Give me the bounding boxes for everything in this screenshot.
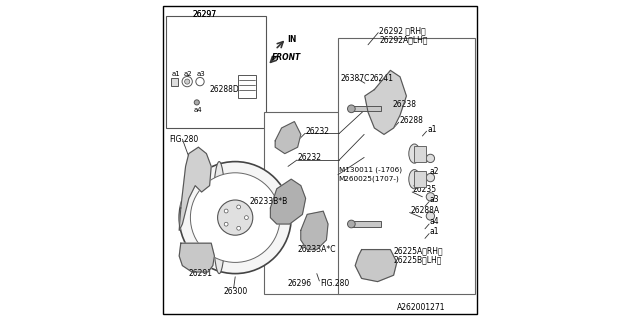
Circle shape — [426, 154, 435, 163]
Circle shape — [224, 222, 228, 226]
Polygon shape — [365, 70, 406, 134]
Text: a3: a3 — [430, 195, 440, 204]
Ellipse shape — [212, 162, 226, 274]
Bar — [239, 75, 256, 98]
Text: 26297: 26297 — [193, 10, 217, 19]
Text: a2: a2 — [430, 167, 439, 176]
Polygon shape — [270, 179, 306, 224]
Text: 26235: 26235 — [413, 185, 437, 194]
Text: 26300: 26300 — [224, 287, 248, 296]
Circle shape — [218, 200, 253, 235]
Text: M130011 (-1706): M130011 (-1706) — [339, 167, 401, 173]
Text: FIG.280: FIG.280 — [320, 279, 349, 288]
Ellipse shape — [409, 144, 420, 163]
Text: a1: a1 — [430, 227, 439, 236]
Text: 26291: 26291 — [189, 269, 212, 278]
Bar — [415, 146, 426, 162]
Text: 26232: 26232 — [306, 127, 330, 136]
Text: a1: a1 — [172, 71, 180, 76]
Text: a2: a2 — [184, 71, 192, 76]
Text: 26232: 26232 — [298, 153, 322, 162]
Circle shape — [244, 216, 248, 220]
Bar — [352, 221, 381, 227]
Text: 26241: 26241 — [370, 74, 394, 83]
Text: M260025(1707-): M260025(1707-) — [339, 176, 399, 182]
Circle shape — [191, 173, 280, 262]
Bar — [172, 78, 178, 86]
Circle shape — [426, 173, 435, 182]
Text: 26288D: 26288D — [210, 85, 239, 94]
Text: 26296: 26296 — [288, 279, 312, 288]
Circle shape — [179, 162, 291, 274]
Text: a1: a1 — [428, 125, 436, 134]
Polygon shape — [179, 147, 211, 230]
Text: a4: a4 — [193, 108, 202, 113]
Polygon shape — [301, 211, 328, 250]
Text: 26238: 26238 — [393, 100, 417, 108]
Text: FRONT: FRONT — [271, 53, 301, 62]
Text: 26387C: 26387C — [340, 74, 370, 83]
Text: 26292A〈LH〉: 26292A〈LH〉 — [380, 35, 428, 44]
Bar — [352, 106, 381, 111]
Circle shape — [237, 205, 241, 209]
Text: 26233B*B: 26233B*B — [250, 197, 288, 206]
Text: a4: a4 — [430, 217, 440, 226]
Circle shape — [426, 193, 435, 201]
Circle shape — [195, 100, 200, 105]
Text: IN: IN — [287, 35, 297, 44]
Text: 26225B〈LH〉: 26225B〈LH〉 — [394, 256, 442, 265]
Circle shape — [348, 220, 355, 228]
Text: FIG.280: FIG.280 — [170, 135, 199, 144]
Bar — [264, 112, 339, 294]
Polygon shape — [275, 122, 301, 154]
Polygon shape — [179, 243, 214, 272]
Text: A262001271: A262001271 — [397, 303, 445, 312]
Text: a3: a3 — [197, 71, 205, 76]
Bar — [338, 38, 476, 294]
Text: 26292 〈RH〉: 26292 〈RH〉 — [380, 26, 426, 35]
Bar — [166, 16, 266, 128]
Circle shape — [184, 79, 189, 84]
Circle shape — [196, 77, 204, 86]
Circle shape — [182, 76, 192, 87]
Text: 26225A〈RH〉: 26225A〈RH〉 — [394, 247, 444, 256]
Text: 26288A: 26288A — [410, 206, 440, 215]
Circle shape — [237, 226, 241, 230]
Text: 26233A*C: 26233A*C — [298, 245, 336, 254]
Text: 26297: 26297 — [193, 10, 217, 19]
Circle shape — [426, 212, 435, 220]
Polygon shape — [355, 250, 397, 282]
Ellipse shape — [409, 170, 420, 189]
Circle shape — [348, 105, 355, 113]
Text: 26288: 26288 — [399, 116, 423, 124]
Bar — [415, 171, 426, 187]
Circle shape — [224, 209, 228, 213]
